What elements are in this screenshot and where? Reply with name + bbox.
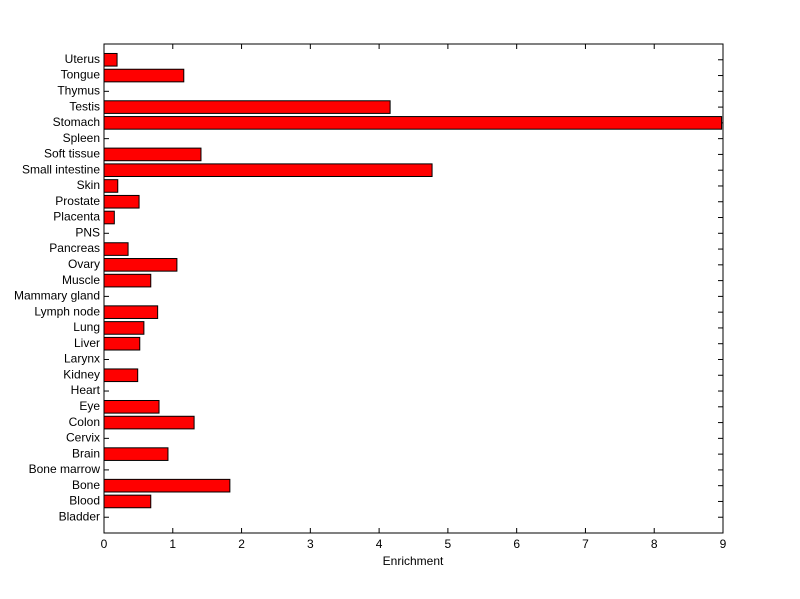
bar	[103, 68, 185, 83]
y-tick-label: Pancreas	[49, 241, 100, 255]
y-tick-label: Testis	[69, 99, 100, 113]
y-tick-label: Small intestine	[22, 162, 100, 176]
y-tick-label: Eye	[79, 399, 100, 413]
y-tick-label: Muscle	[62, 273, 100, 287]
bar	[103, 194, 140, 209]
y-tick-label: Blood	[69, 494, 100, 508]
y-tick-label: Uterus	[65, 52, 100, 66]
y-tick-label: Bladder	[59, 509, 100, 523]
bar	[103, 494, 152, 509]
bar	[103, 179, 119, 193]
y-tick-label: Spleen	[63, 131, 100, 145]
y-tick-label: Colon	[69, 415, 100, 429]
x-axis-label: Enrichment	[383, 554, 444, 568]
x-tick-label: 5	[445, 537, 452, 551]
x-tick-label: 1	[169, 537, 176, 551]
bar	[103, 258, 178, 272]
bar	[103, 305, 159, 319]
bar	[103, 147, 202, 162]
x-tick-label: 9	[720, 537, 727, 551]
x-tick-label: 6	[513, 537, 520, 551]
y-tick-label: Soft tissue	[44, 147, 100, 161]
y-tick-label: Heart	[71, 383, 101, 397]
y-tick-label: Stomach	[53, 115, 100, 129]
y-tick-label: Brain	[72, 446, 100, 460]
y-tick-label: PNS	[75, 225, 100, 239]
bar	[103, 163, 433, 178]
y-tick-label: Liver	[74, 336, 100, 350]
y-tick-label: Cervix	[66, 431, 100, 445]
bar	[103, 447, 169, 461]
x-tick-label: 3	[307, 537, 314, 551]
y-tick-label: Prostate	[55, 194, 100, 208]
y-tick-label: Bone	[72, 478, 100, 492]
x-tick-label: 7	[582, 537, 589, 551]
bar	[103, 100, 391, 114]
bar	[103, 368, 139, 383]
bar	[103, 52, 118, 67]
bar	[103, 336, 141, 351]
bar	[103, 399, 160, 414]
bar	[103, 478, 231, 493]
y-tick-label: Larynx	[64, 352, 100, 366]
x-tick-label: 2	[238, 537, 245, 551]
bar	[103, 116, 723, 130]
x-tick-label: 0	[101, 537, 108, 551]
y-tick-label: Bone marrow	[29, 462, 101, 476]
x-tick-label: 4	[376, 537, 383, 551]
y-tick-label: Mammary gland	[14, 289, 100, 303]
y-tick-label: Skin	[77, 178, 100, 192]
y-tick-label: Lymph node	[34, 304, 100, 318]
y-tick-label: Thymus	[57, 83, 100, 97]
x-tick-label: 8	[651, 537, 658, 551]
y-tick-label: Lung	[73, 320, 100, 334]
bar	[103, 273, 152, 288]
bar	[103, 321, 145, 335]
y-tick-label: Kidney	[63, 367, 100, 381]
y-tick-label: Tongue	[61, 68, 101, 82]
bar	[103, 242, 129, 256]
bar	[103, 415, 195, 430]
y-tick-label: Placenta	[53, 210, 100, 224]
bar	[103, 210, 115, 225]
y-tick-label: Ovary	[68, 257, 100, 271]
